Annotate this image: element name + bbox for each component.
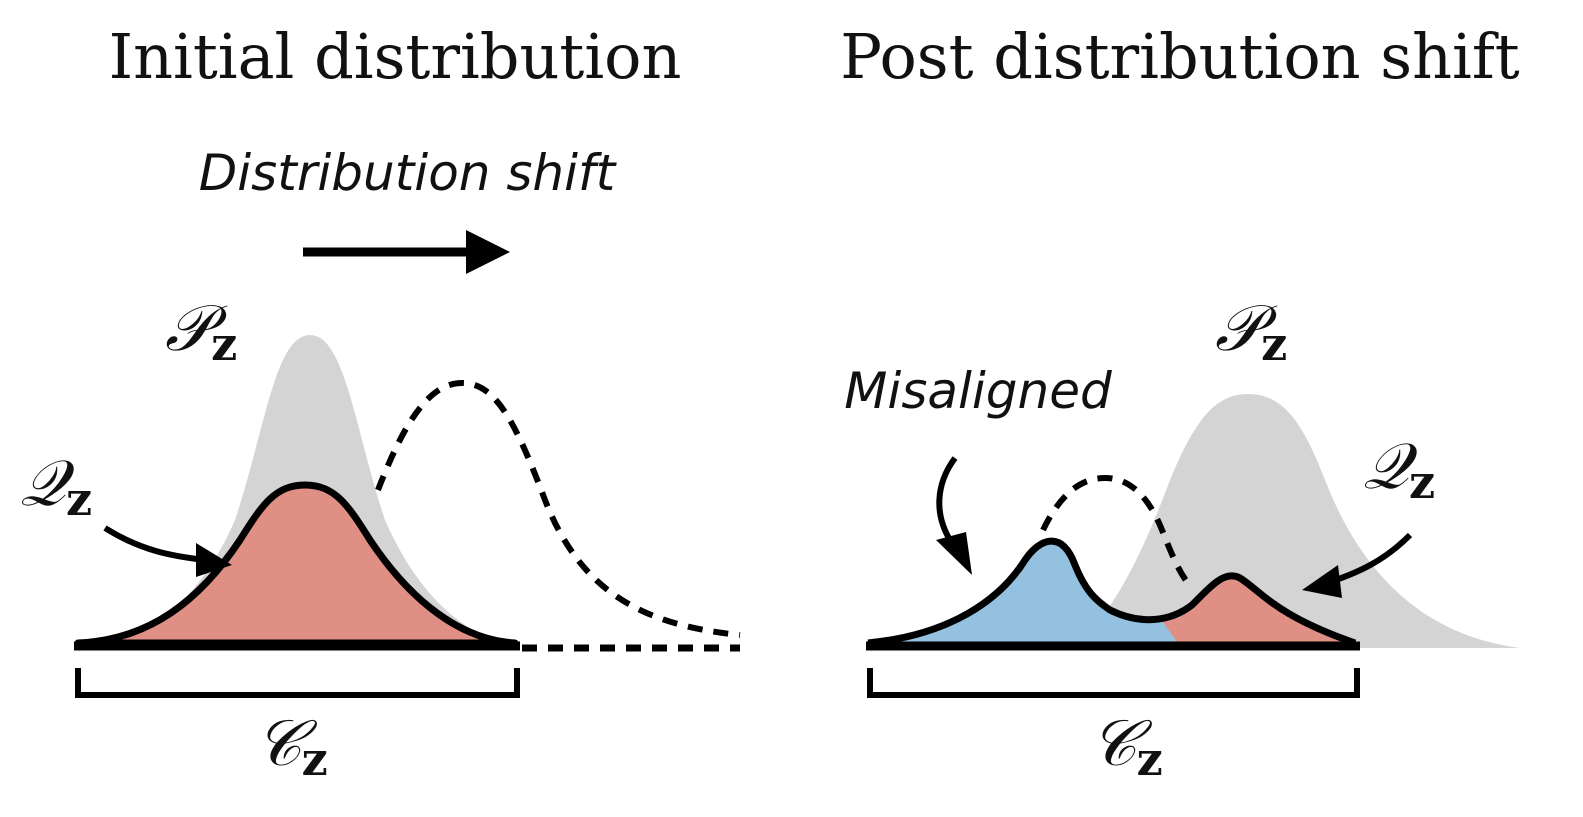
left-panel: Distribution shift 𝒫z 𝒬z 𝒞z <box>20 144 741 786</box>
misaligned-caption: Misaligned <box>844 362 1112 420</box>
p-distribution-curve-shifted <box>1070 394 1520 648</box>
q-pointer-arrow-icon <box>103 525 206 563</box>
shifted-distribution-dashed-curve <box>375 379 741 638</box>
shift-arrow-icon <box>303 230 510 274</box>
p-label-shifted: 𝒫z <box>1215 292 1287 371</box>
q-label-shifted: 𝒬z <box>1363 430 1435 509</box>
c-label: 𝒞z <box>255 707 328 786</box>
misaligned-arrow-icon <box>936 456 958 542</box>
left-panel-title: Initial distribution <box>109 20 682 93</box>
support-bracket-shifted <box>867 668 1360 698</box>
right-panel-title: Post distribution shift <box>840 20 1520 93</box>
q-distribution-curve-shifted <box>867 537 1357 647</box>
q-label: 𝒬z <box>20 447 92 526</box>
shift-caption: Distribution shift <box>199 144 618 202</box>
right-panel: Misaligned 𝒫z 𝒬z 𝒞z <box>844 292 1520 786</box>
p-label: 𝒫z <box>165 292 237 371</box>
q-distribution-curve <box>74 481 519 647</box>
c-label-shifted: 𝒞z <box>1090 707 1163 786</box>
support-bracket <box>75 668 520 698</box>
